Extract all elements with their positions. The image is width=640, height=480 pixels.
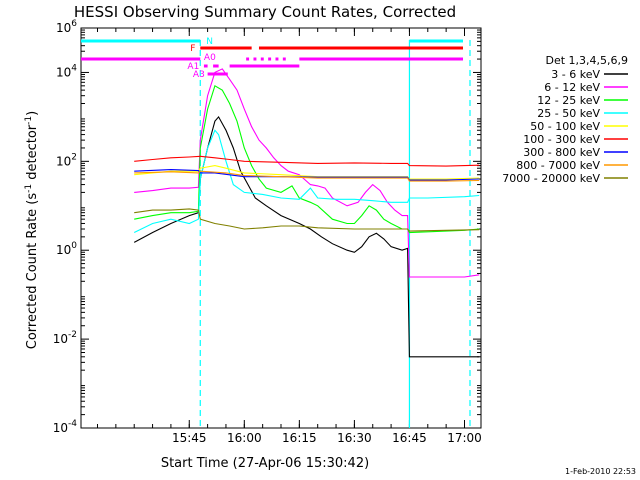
y-axis-label: Corrected Count Rate (s-1 detector-1) (24, 111, 40, 349)
axis-ticks: 15:45 16:00 16:15 16:30 16:45 17:00 10-4 10-2 10… (53, 19, 482, 445)
y-tick-label: 100 (56, 241, 77, 257)
legend-label: 7000 - 20000 keV (502, 172, 600, 185)
x-tick-label: 16:30 (337, 431, 372, 445)
y-tick-label: 10-2 (53, 330, 77, 346)
y-tick-label: 104 (56, 63, 77, 79)
series-line (134, 68, 480, 278)
x-axis-label: Start Time (27-Apr-06 15:30:42) (161, 456, 369, 471)
legend-label: 25 - 50 keV (537, 107, 600, 120)
flag-label-f: F (190, 44, 195, 54)
series-line (134, 84, 480, 234)
legend-label: 800 - 7000 keV (516, 159, 600, 172)
x-tick-label: 15:45 (172, 431, 207, 445)
y-tick-label: 10-4 (53, 419, 78, 435)
legend-label: 12 - 25 keV (537, 94, 600, 107)
footer-timestamp: 1-Feb-2010 22:53 (565, 467, 636, 476)
legend-title: Det 1,3,4,5,6,9 (545, 54, 628, 67)
series-line (134, 155, 480, 167)
x-tick-label: 17:00 (447, 431, 482, 445)
chart-title: HESSI Observing Summary Count Rates, Cor… (74, 3, 456, 21)
flag-label-a0: A0 (204, 53, 216, 63)
y-tick-label: 102 (56, 152, 77, 168)
x-tick-label: 16:45 (392, 431, 427, 445)
legend-label: 3 - 6 keV (551, 68, 600, 81)
series-line (134, 208, 480, 232)
flag-label-a1: A1 (187, 62, 199, 72)
flag-label-n: N (206, 37, 213, 47)
series-line (134, 170, 480, 182)
legend-label: 100 - 300 keV (523, 133, 600, 146)
series-line (133, 115, 480, 358)
legend-label: 50 - 100 keV (530, 120, 600, 133)
x-tick-label: 16:00 (227, 431, 262, 445)
flag-label-a3: A3 (193, 70, 205, 80)
attenuator-markers (199, 40, 471, 428)
y-tick-label: 106 (56, 19, 77, 35)
plot-frame (80, 27, 482, 429)
legend-label: 300 - 800 keV (523, 146, 600, 159)
x-tick-label: 16:15 (282, 431, 317, 445)
series-lines (133, 68, 480, 358)
legend-label: 6 - 12 keV (544, 81, 600, 94)
